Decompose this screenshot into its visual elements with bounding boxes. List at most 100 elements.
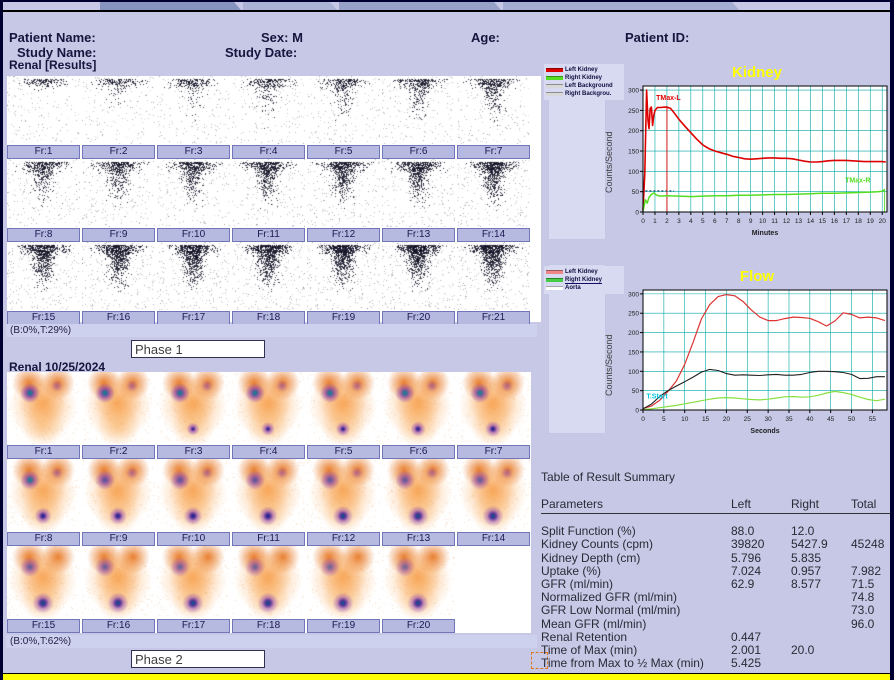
frame-cell[interactable]: Fr:1 <box>7 76 80 159</box>
frame-cell[interactable]: Fr:6 <box>382 76 455 159</box>
frame-cell[interactable]: Fr:20 <box>382 242 455 325</box>
frame-cell[interactable]: Fr:17 <box>157 546 230 633</box>
frame-cell[interactable]: Fr:21 <box>457 242 530 325</box>
flow-chart[interactable]: 0 5 10 15 20 25 30 35 40 45 50 55 0 50 100 150 200 250 300… <box>621 286 890 447</box>
frame-label: Fr:15 <box>7 311 80 325</box>
svg-text:100: 100 <box>628 369 639 376</box>
svg-text:0: 0 <box>641 416 645 423</box>
frame-cell[interactable]: Fr:7 <box>457 372 530 459</box>
frame-cell[interactable]: Fr:18 <box>232 546 305 633</box>
frame-cell[interactable]: Fr:15 <box>7 242 80 325</box>
summary-row: Renal Retention 0.447 <box>541 629 890 644</box>
gray-frame-image <box>307 242 380 310</box>
window-tab-2[interactable] <box>243 2 337 10</box>
frame-cell[interactable]: Fr:16 <box>82 242 155 325</box>
summary-body: Split Function (%) 88.0 12.0 Kidney Counts … <box>541 524 890 670</box>
frame-cell[interactable]: Fr:8 <box>7 159 80 242</box>
frame-cell[interactable]: Fr:5 <box>307 76 380 159</box>
frame-label: Fr:7 <box>457 145 530 159</box>
svg-text:300: 300 <box>628 88 639 95</box>
frame-cell[interactable]: Fr:19 <box>307 546 380 633</box>
frame-cell[interactable]: Fr:7 <box>457 76 530 159</box>
svg-text:13: 13 <box>795 218 803 225</box>
legend-item[interactable]: Aorta <box>546 284 624 292</box>
frame-label: Fr:18 <box>232 311 305 325</box>
window-tab-3[interactable] <box>339 2 501 10</box>
frame-cell[interactable]: Fr:20 <box>382 546 455 633</box>
frame-cell[interactable]: Fr:9 <box>82 159 155 242</box>
gray-frame-image <box>457 242 530 310</box>
svg-text:6: 6 <box>713 218 717 225</box>
frame-cell[interactable]: Fr:1 <box>7 372 80 459</box>
frame-cell[interactable]: Fr:10 <box>157 159 230 242</box>
frame-cell[interactable]: Fr:12 <box>307 159 380 242</box>
frame-cell[interactable]: Fr:5 <box>307 372 380 459</box>
svg-text:0: 0 <box>641 218 645 225</box>
frame-cell[interactable]: Fr:3 <box>157 372 230 459</box>
frame-cell[interactable]: Fr:15 <box>7 546 80 633</box>
frame-cell[interactable]: Fr:2 <box>82 76 155 159</box>
svg-text:55: 55 <box>869 416 877 423</box>
frame-label: Fr:19 <box>307 619 380 633</box>
frame-label: Fr:12 <box>307 532 380 546</box>
svg-text:9: 9 <box>749 218 753 225</box>
summary-cell: 96.0 <box>851 616 875 631</box>
summary-cell: 39820 <box>731 537 765 552</box>
frame-cell[interactable]: Fr:14 <box>457 159 530 242</box>
legend-item[interactable]: Left Kidney <box>546 268 624 276</box>
kidney-chart-legend: Left Kidney Right Kidney Left Background Ri… <box>544 64 624 100</box>
color-frame-image <box>457 459 530 531</box>
svg-text:30: 30 <box>765 416 773 423</box>
phase2-input[interactable] <box>131 650 265 668</box>
frame-label: Fr:19 <box>307 311 380 325</box>
summary-cell <box>851 644 890 657</box>
legend-swatch <box>546 92 563 96</box>
legend-item[interactable]: Right Kidney <box>546 74 624 82</box>
window-tab-4[interactable] <box>503 2 739 10</box>
frame-cell[interactable]: Fr:14 <box>457 459 530 546</box>
phase1-input[interactable] <box>131 340 265 358</box>
frame-cell[interactable]: Fr:19 <box>307 242 380 325</box>
summary-cell: Split Function (%) <box>541 524 636 539</box>
gray-frame-image <box>157 159 230 227</box>
frame-label: Fr:4 <box>232 145 305 159</box>
frame-cell[interactable]: Fr:3 <box>157 76 230 159</box>
frame-cell[interactable]: Fr:17 <box>157 242 230 325</box>
frame-cell[interactable]: Fr:16 <box>82 546 155 633</box>
svg-text:Seconds: Seconds <box>750 428 779 435</box>
frame-cell[interactable]: Fr:4 <box>232 76 305 159</box>
summary-cell <box>791 591 851 604</box>
frame-cell[interactable]: Fr:10 <box>157 459 230 546</box>
summary-cell: Uptake (%) <box>541 563 602 578</box>
frame-label: Fr:3 <box>157 145 230 159</box>
color-frame-image <box>7 459 80 531</box>
summary-cell <box>791 657 851 670</box>
frame-cell[interactable]: Fr:12 <box>307 459 380 546</box>
svg-text:0: 0 <box>635 408 639 415</box>
frame-cell[interactable]: Fr:11 <box>232 459 305 546</box>
legend-label: Aorta <box>565 285 581 291</box>
legend-item[interactable]: Right Backgrou. <box>546 90 624 98</box>
frame-cell[interactable]: Fr:6 <box>382 372 455 459</box>
summary-cell: 0.447 <box>731 629 762 644</box>
frame-cell[interactable]: Fr:9 <box>82 459 155 546</box>
frame-cell[interactable]: Fr:8 <box>7 459 80 546</box>
legend-item[interactable]: Right Kidney <box>546 276 624 284</box>
selection-handle[interactable] <box>531 652 548 669</box>
frame-cell[interactable]: Fr:2 <box>82 372 155 459</box>
frame-label: Fr:10 <box>157 228 230 242</box>
color-frame-image <box>82 546 155 618</box>
window-tab-1[interactable] <box>100 2 241 10</box>
frame-cell[interactable]: Fr:4 <box>232 372 305 459</box>
frame-cell[interactable]: Fr:18 <box>232 242 305 325</box>
legend-label: Left Kidney <box>565 269 598 275</box>
kidney-chart[interactable]: 0 1 2 3 4 5 6 7 8 9 10 11 12 13 14 15 16 17 18 19 20 0 50 100 15… <box>621 82 890 249</box>
frame-cell[interactable]: Fr:11 <box>232 159 305 242</box>
legend-item[interactable]: Left Background <box>546 82 624 90</box>
frame-cell[interactable]: Fr:13 <box>382 159 455 242</box>
age-label: Age: <box>471 30 500 45</box>
frame-cell[interactable]: Fr:13 <box>382 459 455 546</box>
summary-cell: 8.577 <box>791 577 822 592</box>
summary-cell: Renal Retention <box>541 629 628 644</box>
legend-item[interactable]: Left Kidney <box>546 66 624 74</box>
